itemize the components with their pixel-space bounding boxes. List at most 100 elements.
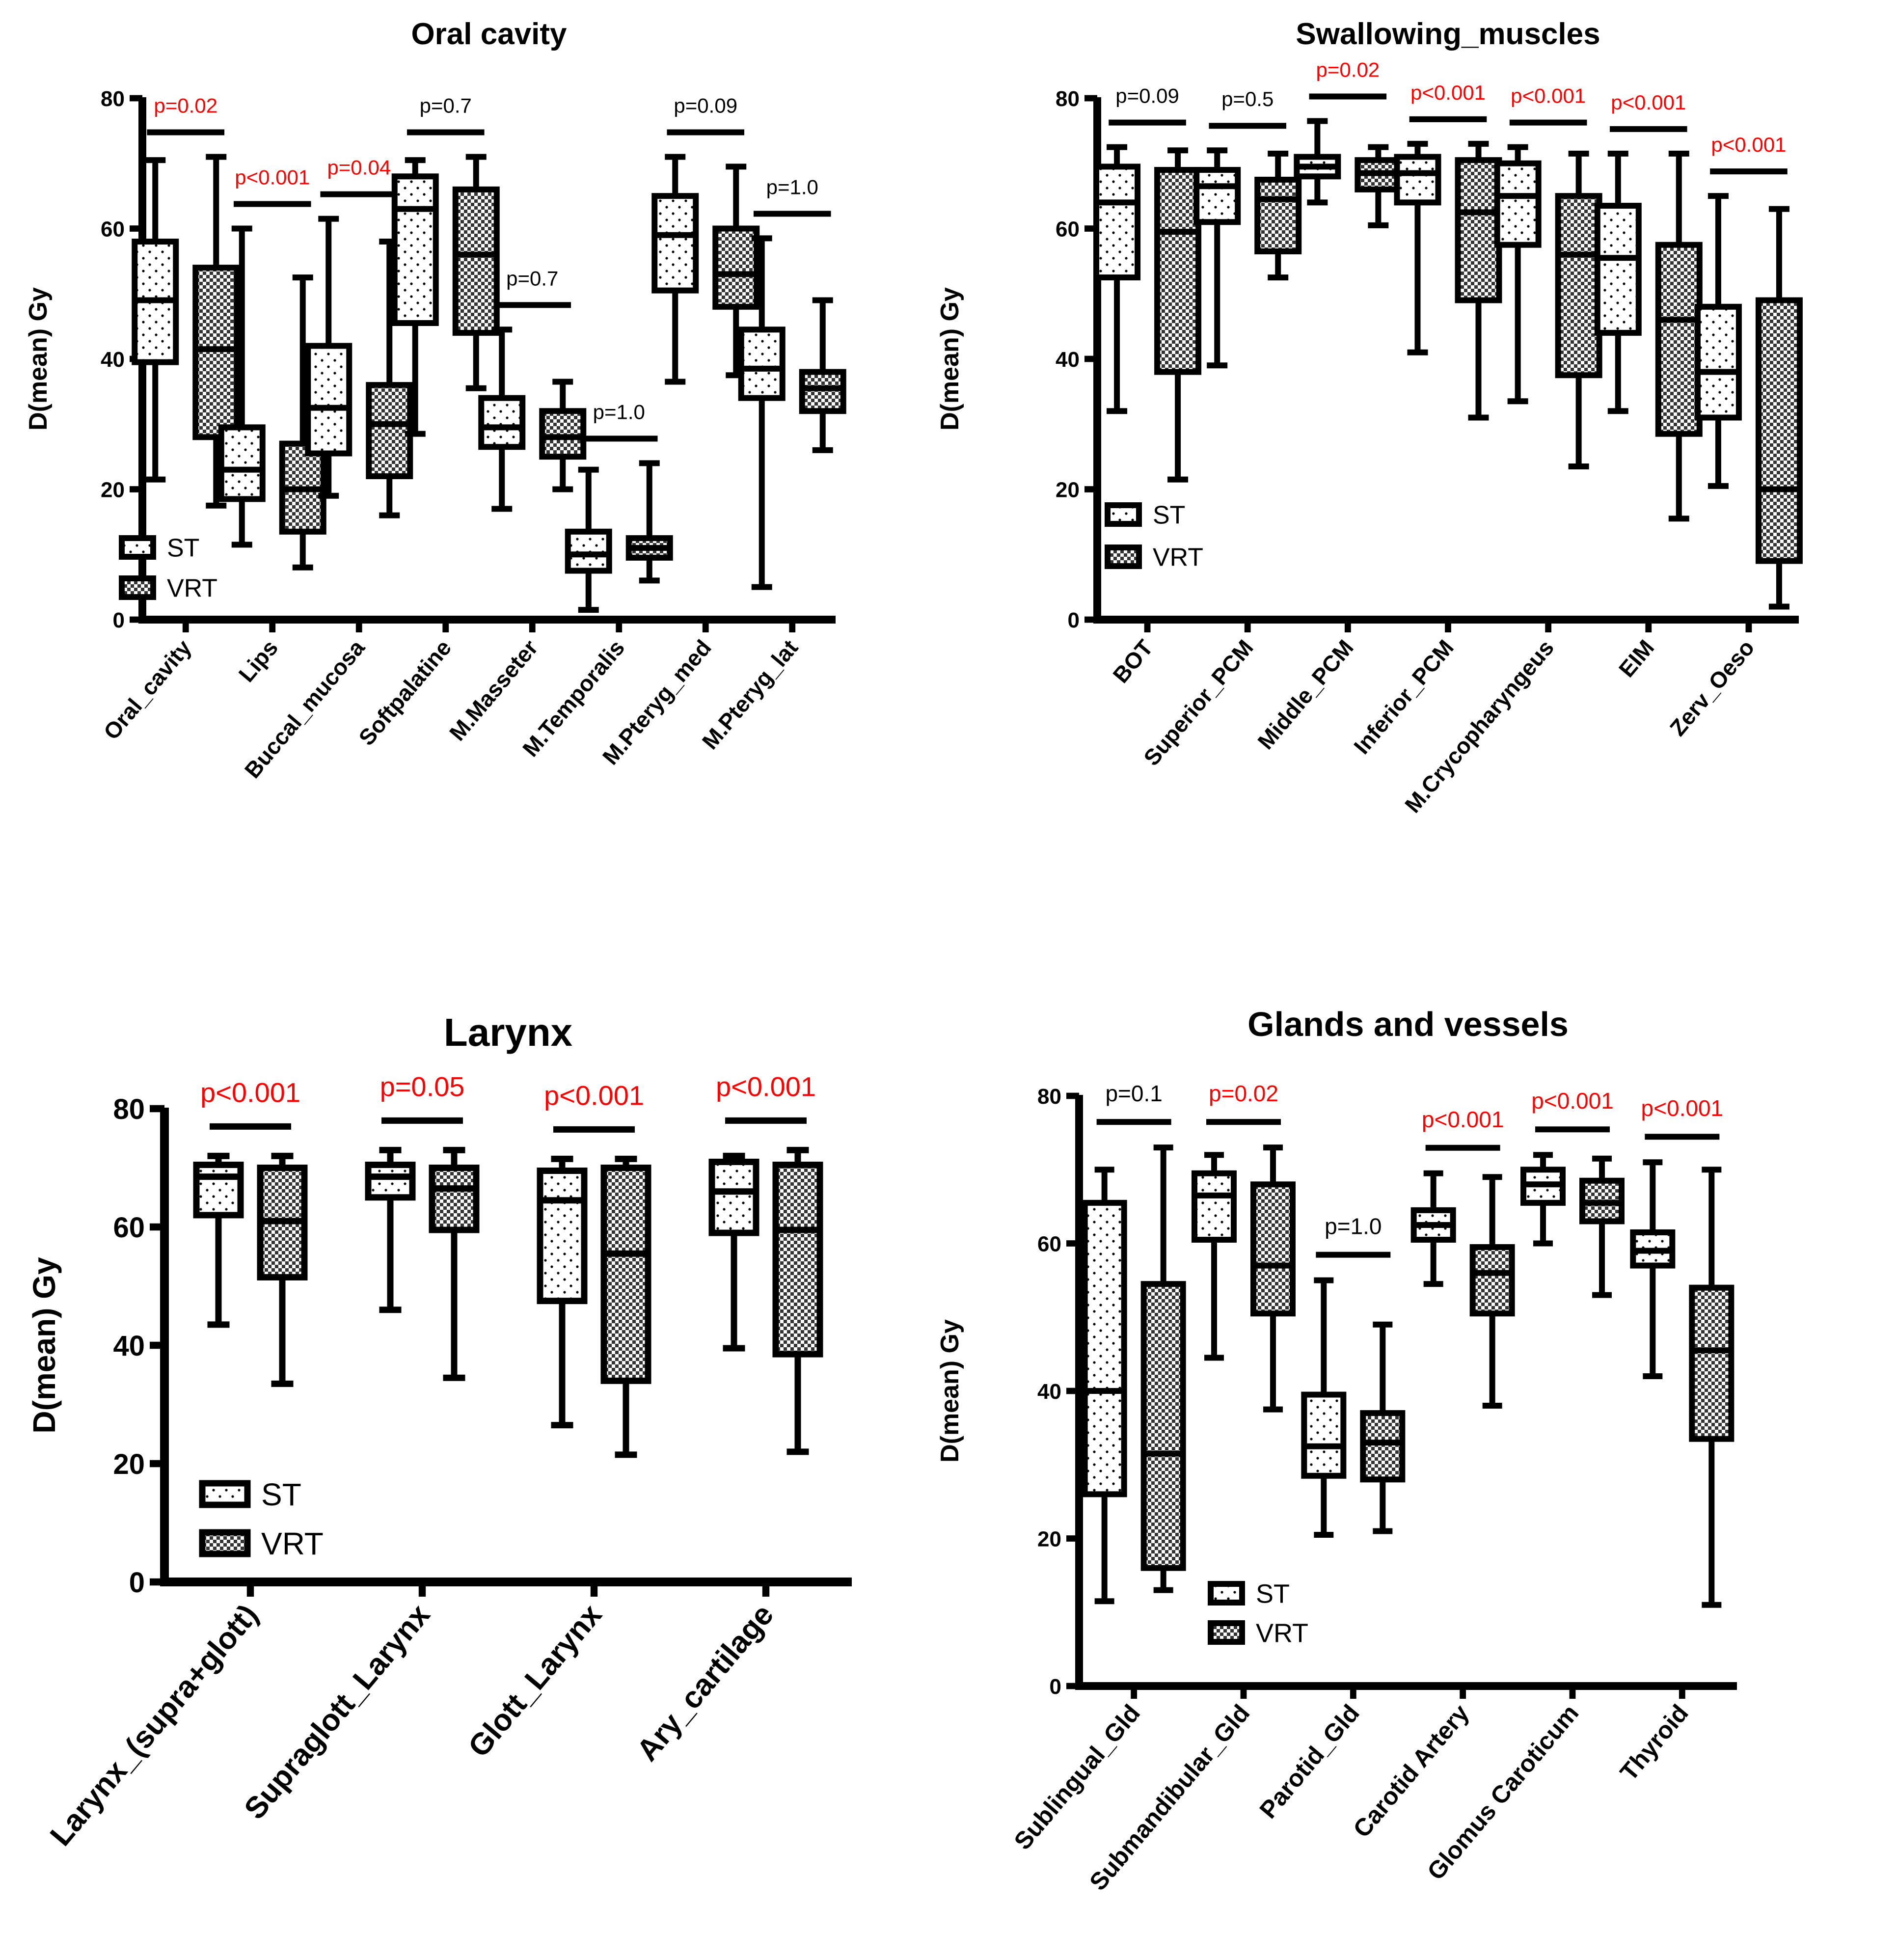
box-m-pteryg-lat-vrt [799, 369, 846, 414]
box-supraglott-larynx-st [365, 1161, 416, 1201]
legend-swatch-st [199, 1480, 251, 1508]
x-tick-label: Carotid Artery [1348, 1699, 1474, 1843]
p-value-label: p=0.5 [1221, 87, 1274, 110]
box-sublingual-gld-vrt [1140, 1281, 1186, 1571]
x-tick-label: BOT [1108, 635, 1158, 688]
x-tick-label: Supraglott_Larynx [238, 1598, 436, 1825]
y-tick-label: 80 [113, 1093, 145, 1125]
legend-label-vrt: VRT [167, 574, 217, 603]
box-m-crycopharyngeus-st [1494, 160, 1542, 248]
box-softpalatine-st [391, 173, 439, 326]
y-tick-label: 40 [113, 1330, 145, 1362]
x-tick-label: Zerv_Oeso [1665, 635, 1760, 741]
x-tick-label: EIM [1614, 635, 1659, 682]
y-tick-label: 20 [1056, 478, 1080, 502]
y-tick-label: 0 [113, 608, 125, 632]
box-superior-pcm-vrt [1254, 176, 1302, 254]
box-ary-cartilage-vrt [772, 1161, 823, 1358]
y-tick-label: 60 [1056, 217, 1080, 241]
box-zerv-oeso-st [1694, 303, 1742, 421]
x-tick-label: Inferior_PCM [1349, 635, 1459, 759]
p-value-label: p<0.001 [235, 166, 310, 189]
x-tick-label: Lips [234, 635, 283, 687]
x-tick-label: Glott_Larynx [462, 1598, 609, 1764]
legend-label-vrt: VRT [1256, 1618, 1308, 1648]
box-m-temporalis-st [565, 528, 612, 574]
y-tick-label: 80 [1037, 1085, 1061, 1109]
p-value-label: p<0.001 [1611, 91, 1686, 114]
p-value-label: p=0.09 [1115, 84, 1179, 108]
panel-swallowing-muscles: Swallowing_muscles D(mean) Gy 0 20 40 60 80 p=0… [936, 17, 1803, 817]
x-tick-label: Parotid_Gld [1254, 1699, 1365, 1824]
p-value-label: p<0.001 [1511, 84, 1586, 108]
y-tick-label: 80 [1056, 87, 1080, 111]
y-tick-label: 20 [113, 1448, 145, 1480]
legend-label-vrt: VRT [261, 1526, 324, 1561]
legend-swatch-st [1208, 1581, 1245, 1606]
y-axis-label: D(mean) Gy [27, 1257, 62, 1434]
legend-label-st: ST [167, 534, 199, 563]
chart-title: Larynx [444, 1010, 572, 1054]
y-axis-label: D(mean) Gy [24, 287, 53, 431]
legend-label-vrt: VRT [1153, 544, 1203, 572]
box-m-pteryg-med-st [651, 193, 699, 294]
box-glott-larynx-vrt [600, 1165, 651, 1384]
box-carotid-artery-vrt [1469, 1244, 1515, 1317]
p-value-label: p=0.04 [327, 156, 391, 179]
box-m-pteryg-med-vrt [712, 225, 760, 310]
y-tick-label: 0 [129, 1567, 145, 1599]
y-tick-label: 20 [101, 478, 125, 502]
x-tick-label: Superior_PCM [1138, 635, 1258, 770]
y-tick-label: 40 [1056, 348, 1080, 372]
y-tick-label: 60 [113, 1212, 145, 1244]
p-value-label: p=1.0 [1325, 1214, 1382, 1239]
legend-swatch-st [119, 535, 156, 560]
p-value-label: p=0.02 [154, 94, 217, 117]
chart-title: Oral cavity [411, 17, 567, 51]
x-tick-label: Oral_cavity [98, 635, 196, 745]
x-tick-label: Softpalatine [353, 635, 456, 750]
box-eim-st [1594, 203, 1642, 336]
box-parotid-gld-vrt [1360, 1410, 1406, 1483]
box-m-masseter-st [478, 395, 526, 450]
y-tick-label: 60 [101, 217, 125, 241]
p-value-label: p<0.001 [1711, 133, 1786, 156]
p-value-label: p=0.09 [674, 94, 737, 117]
y-tick-label: 20 [1037, 1527, 1061, 1551]
y-axis-label: D(mean) Gy [936, 1319, 964, 1463]
p-value-label: p<0.001 [1422, 1107, 1504, 1132]
panel-oral-cavity: Oral cavity D(mean) Gy 0 20 40 60 80 p=0.02 Oral… [24, 17, 846, 783]
p-value-label: p<0.001 [716, 1071, 816, 1102]
box-softpalatine-vrt [452, 186, 500, 336]
panel-larynx: Larynx D(mean) Gy 0 20 40 60 80 p<0.001 Larynx_(… [27, 1010, 852, 1852]
x-tick-label: M.Masseter [444, 635, 543, 745]
y-axis-label: D(mean) Gy [936, 287, 964, 431]
y-tick-label: 40 [101, 348, 125, 372]
box-buccal-mucosa-st [305, 343, 352, 457]
box-m-pteryg-lat-st [738, 327, 786, 401]
p-value-label: p=0.02 [1316, 58, 1380, 81]
p-value-label: p<0.001 [544, 1080, 644, 1111]
legend-swatch-vrt [1208, 1620, 1245, 1645]
box-submandibular-gld-vrt [1250, 1181, 1296, 1317]
y-tick-label: 40 [1037, 1380, 1061, 1404]
x-tick-label: Ary_cartilage [630, 1598, 780, 1768]
box-glott-larynx-st [537, 1168, 588, 1305]
panel-glands-and-vessels: Glands and vessels D(mean) Gy 0 20 40 60 80 p=0… [936, 1005, 1737, 1896]
box-m-crycopharyngeus-vrt [1555, 193, 1602, 379]
box-eim-vrt [1655, 242, 1703, 437]
p-value-label: p<0.001 [1410, 81, 1486, 104]
y-tick-label: 0 [1068, 608, 1080, 632]
box-bot-st [1093, 163, 1141, 281]
p-value-label: p=1.0 [593, 400, 645, 423]
box-inferior-pcm-st [1394, 154, 1441, 206]
p-value-label: p=0.7 [420, 94, 472, 117]
legend-swatch-st [1105, 502, 1142, 527]
box-buccal-mucosa-vrt [366, 382, 413, 479]
legend-label-st: ST [1256, 1579, 1290, 1608]
p-value-label: p<0.001 [1641, 1095, 1724, 1121]
legend-label-st: ST [1153, 501, 1185, 530]
box-submandibular-gld-st [1192, 1170, 1237, 1243]
legend-swatch-vrt [1105, 544, 1142, 569]
